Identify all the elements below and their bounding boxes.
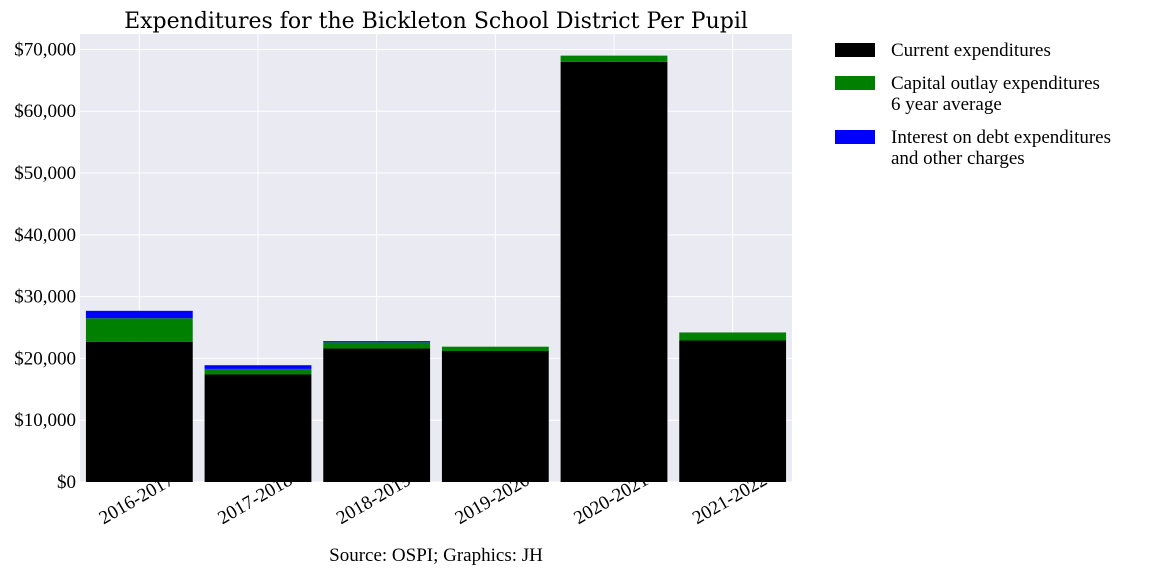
- bar-segment: [323, 342, 431, 349]
- bar-segment: [441, 350, 549, 482]
- legend-label: and other charges: [891, 148, 1025, 169]
- legend-swatch: [835, 130, 875, 144]
- bar-segment: [85, 310, 193, 319]
- bar-segment: [85, 318, 193, 342]
- y-tick-label: $30,000: [14, 287, 76, 308]
- legend-swatch: [835, 76, 875, 90]
- y-tick-label: $20,000: [14, 348, 76, 369]
- bars: [85, 55, 787, 483]
- bar-segment: [560, 55, 668, 62]
- bar-segment: [204, 365, 312, 369]
- y-tick-label: $60,000: [14, 101, 76, 122]
- bar-segment: [323, 341, 431, 343]
- legend-label: Capital outlay expenditures: [891, 73, 1100, 94]
- x-axis-label: Source: OSPI; Graphics: JH: [329, 545, 543, 566]
- bar-segment: [204, 374, 312, 482]
- y-tick-label: $50,000: [14, 163, 76, 184]
- chart-title: Expenditures for the Bickleton School Di…: [124, 9, 748, 34]
- legend: Current expenditures Capital outlay expen…: [835, 40, 1111, 169]
- bar-segment: [85, 341, 193, 482]
- bar-segment: [679, 340, 787, 482]
- legend-label: Interest on debt expenditures: [891, 127, 1111, 148]
- y-tick-label: $0: [57, 472, 76, 493]
- legend-swatch: [835, 43, 875, 57]
- y-tick-label: $40,000: [14, 225, 76, 246]
- y-axis-ticks: $0 $10,000 $20,000 $30,000 $40,000 $50,000 $60…: [14, 39, 76, 493]
- y-tick-label: $10,000: [14, 410, 76, 431]
- bar-segment: [441, 346, 549, 351]
- legend-entry: Current expenditures: [835, 40, 1051, 61]
- legend-label: 6 year average: [891, 94, 1002, 115]
- bar-segment: [679, 332, 787, 341]
- bar-segment: [560, 61, 668, 483]
- y-tick-label: $70,000: [14, 39, 76, 60]
- plot-background: [80, 34, 792, 482]
- legend-label: Current expenditures: [891, 40, 1051, 61]
- bar-segment: [323, 348, 431, 482]
- bar-segment: [204, 368, 312, 375]
